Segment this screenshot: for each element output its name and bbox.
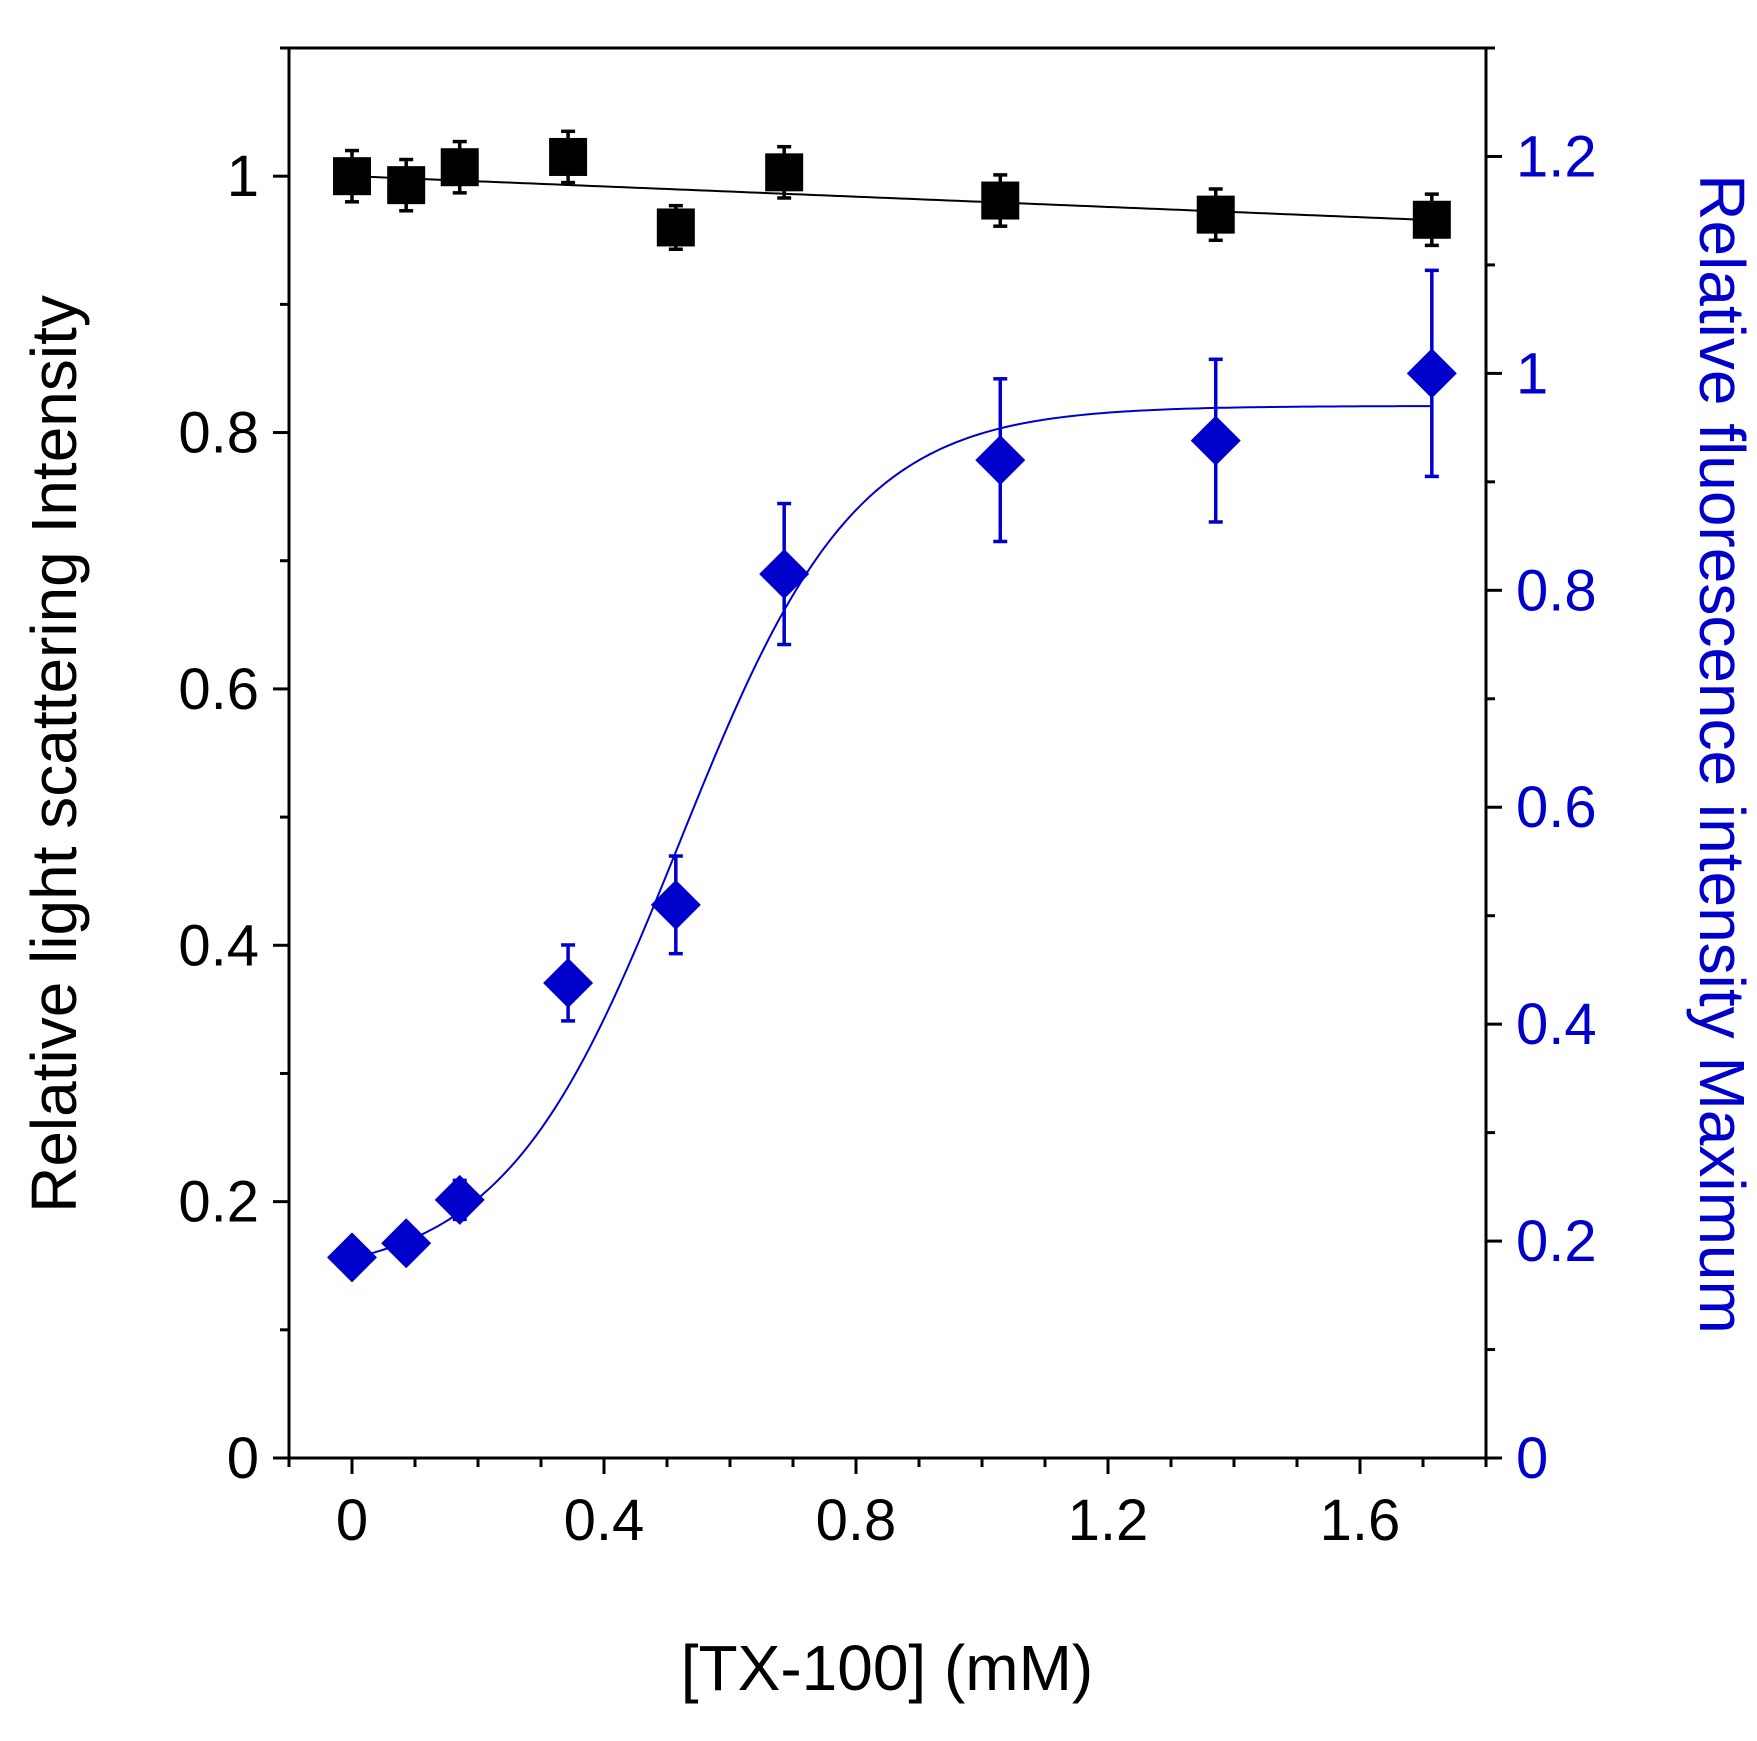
y-right-tick-label: 1	[1516, 341, 1548, 406]
x-tick-label: 1.6	[1320, 1488, 1401, 1553]
y-left-tick-label: 1	[227, 144, 259, 209]
y-right-tick-label: 1.2	[1516, 124, 1597, 189]
y-left-tick-label: 0.8	[178, 401, 259, 466]
scattering-point	[549, 137, 588, 176]
fluorescence-point	[975, 435, 1026, 486]
scattering-point	[656, 208, 695, 247]
scattering-point	[387, 166, 426, 205]
fluorescence-point	[650, 879, 701, 930]
scattering-fit-line	[351, 175, 1432, 222]
fluorescence-point	[759, 549, 810, 600]
y-right-tick-label: 0.8	[1516, 558, 1597, 623]
fluorescence-point	[381, 1218, 432, 1269]
marks-layer	[327, 129, 1457, 1283]
x-tick-label: 0.4	[564, 1488, 645, 1553]
scattering-point	[765, 153, 804, 192]
ticks-layer: 0 0.4 0.8 1.2 1.6 0 0.2 0.4 0.6 0.8 1 0 0.2 0.4 0.6 0.8…	[178, 46, 1597, 1553]
y-left-tick-label: 0.4	[178, 913, 259, 978]
plot-frame	[287, 46, 1488, 1460]
fluorescence-point	[327, 1232, 377, 1283]
scattering-point	[333, 157, 371, 196]
y-right-tick-label: 0.2	[1516, 1209, 1597, 1274]
y-right-tick-label: 0.4	[1516, 992, 1597, 1057]
scattering-point	[440, 148, 479, 187]
fit-layer	[351, 175, 1432, 1260]
y-axis-left-title: Relative light scattering Intensity	[18, 295, 90, 1213]
x-tick-label: 1.2	[1068, 1488, 1149, 1553]
fluorescence-point	[1406, 348, 1457, 399]
y-right-tick-label: 0	[1516, 1426, 1548, 1491]
fluorescence-fit-curve	[351, 405, 1432, 1260]
x-tick-label: 0.8	[816, 1488, 897, 1553]
y-left-tick-label: 0	[227, 1426, 259, 1491]
y-left-tick-label: 0.2	[178, 1170, 259, 1235]
scattering-point	[1412, 200, 1451, 239]
y-right-tick-label: 0.6	[1516, 775, 1597, 840]
y-left-tick-label: 0.6	[178, 657, 259, 722]
fluorescence-point	[543, 957, 594, 1008]
x-axis-title: [TX-100] (mM)	[681, 1632, 1093, 1704]
y-axis-right-title: Relative fluorescence intensity Maximum	[1686, 174, 1757, 1334]
fluorescence-point	[434, 1174, 485, 1225]
scattering-point	[1196, 195, 1235, 234]
scattering-point	[981, 181, 1020, 220]
fluorescence-point	[1190, 415, 1241, 466]
x-tick-label: 0	[336, 1488, 368, 1553]
